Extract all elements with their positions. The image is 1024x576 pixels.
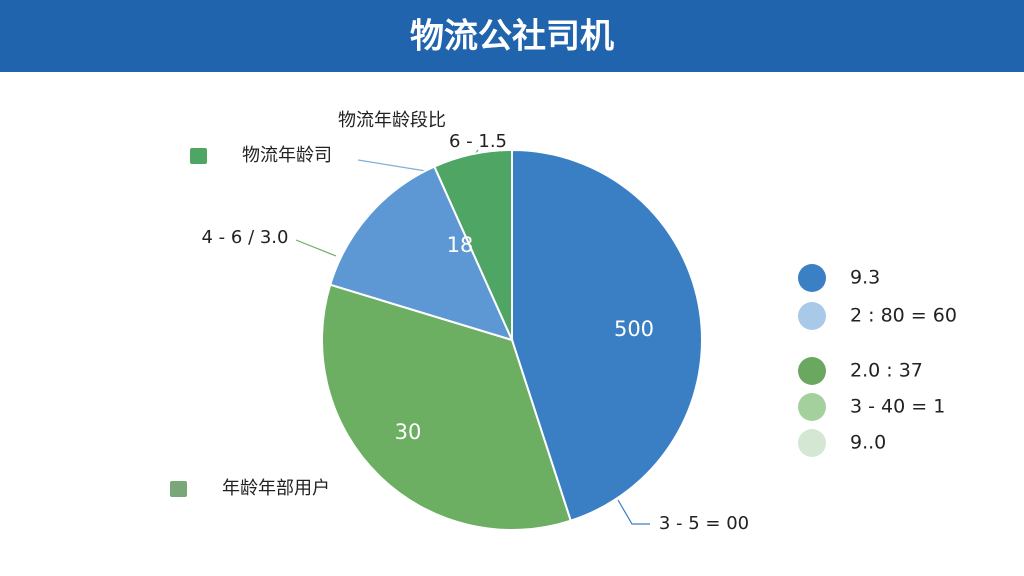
legend-label: 9..0 — [850, 432, 886, 454]
side-label: 年龄年部用户 — [222, 478, 330, 499]
legend-label: 3 - 40 = 1 — [850, 396, 945, 418]
pie-slice — [321, 283, 572, 531]
header-bar — [0, 0, 1024, 72]
slice-label: 500 — [614, 317, 654, 341]
slice-label: 30 — [395, 420, 422, 444]
chart-subtitle: 物流年龄段比 — [338, 110, 446, 131]
leader-line — [295, 239, 337, 257]
legend-marker — [798, 393, 826, 421]
chart-title: 物流公社司机 — [410, 17, 614, 57]
legend-marker — [798, 357, 826, 385]
pie-slice — [511, 148, 703, 522]
side-marker — [170, 481, 187, 497]
side-label: 物流年龄司 — [242, 145, 332, 166]
annotation: 4 - 6 / 3.0 — [202, 227, 289, 248]
legend-marker — [798, 264, 826, 292]
annotation: 3 - 5 = 00 — [659, 513, 749, 534]
legend-label: 2.0 : 37 — [850, 360, 923, 382]
pie-slice — [328, 165, 514, 342]
leader-line — [617, 499, 650, 525]
legend-label: 2 : 80 = 60 — [850, 305, 957, 327]
side-marker — [190, 148, 207, 164]
pie-slice — [433, 148, 513, 341]
annotation: 6 - 1.5 — [449, 131, 507, 152]
legend-label: 9.3 — [850, 267, 880, 289]
leader-line — [357, 159, 433, 173]
legend-marker — [798, 429, 826, 457]
legend-marker — [798, 302, 826, 330]
slice-label: 18 — [447, 233, 474, 257]
